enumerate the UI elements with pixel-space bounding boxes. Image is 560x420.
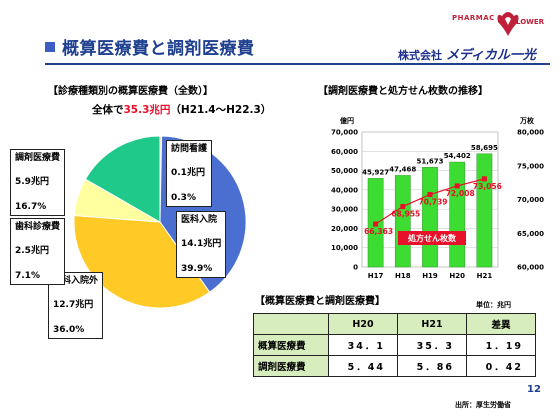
line-legend-box — [398, 231, 466, 245]
x-tick-label: H18 — [395, 272, 411, 280]
line-point — [454, 183, 460, 189]
y-tick-label: 40,000 — [331, 186, 358, 194]
line-value-label: 72,008 — [446, 189, 475, 198]
x-tick-label: H17 — [368, 272, 384, 280]
y2-tick-label: 60,000 — [517, 264, 544, 272]
page-number: 12 — [527, 384, 541, 395]
line-point — [427, 192, 433, 198]
x-tick-label: H20 — [449, 272, 465, 280]
company-prefix: 株式会社 — [398, 49, 442, 62]
pie-label-home-nursing: 訪問看護 0.1兆円 0.3% — [166, 140, 213, 207]
column-header: 差異 — [466, 313, 536, 335]
table-heading: 【概算医療費と調剤医療費】 — [255, 296, 385, 307]
line-value-label: 68,955 — [391, 210, 420, 219]
brand-suffix: LOWER — [516, 18, 545, 26]
y-tick-label: 0 — [353, 264, 358, 272]
pie-slice — [84, 135, 161, 223]
column-header: H20 — [328, 313, 398, 335]
table-row: 調剤医療費 5．44 5．86 0．42 — [253, 355, 536, 377]
line-value-label: 73,056 — [473, 182, 502, 191]
line-legend-label: 処方せん枚数 — [407, 233, 457, 243]
row-label: 概算医療費 — [253, 334, 329, 356]
combo-chart: 億円 万枚 0 10,000 20,000 30,000 40,000 50,000 60,00… — [331, 116, 544, 280]
total-period: （H21.4～H22.3） — [170, 104, 272, 116]
y2-tick-label: 80,000 — [517, 129, 544, 137]
line-value-label: 70,739 — [419, 198, 448, 207]
table-row: 概算医療費 34．1 35．3 1．19 — [253, 334, 536, 356]
y-tick-label: 30,000 — [331, 206, 358, 214]
table-cell: 5．44 — [328, 355, 398, 377]
table-corner-cell — [253, 313, 329, 335]
header-rule — [45, 63, 550, 65]
pie-slice — [73, 214, 211, 309]
bar — [476, 153, 493, 268]
table-cell: 5．86 — [397, 355, 467, 377]
brand-logo — [497, 12, 519, 36]
cost-table: H20 H21 差異 概算医療費 34．1 35．3 1．19 調剤医療費 5．… — [253, 313, 536, 377]
company-name: 株式会社 メディカル一光 — [398, 44, 536, 63]
y2-tick-label: 70,000 — [517, 196, 544, 204]
table-cell: 34．1 — [328, 334, 398, 356]
table-header-row: H20 H21 差異 — [253, 313, 536, 335]
bar — [394, 175, 411, 268]
line-point — [373, 221, 379, 227]
pie-label-dispensing: 調剤医療費 5.9兆円 16.7% — [10, 149, 66, 216]
bar-value-label: 54,402 — [444, 152, 471, 160]
table-cell: 35．3 — [397, 334, 467, 356]
table-cell: 0．42 — [466, 355, 536, 377]
x-tick-label: H19 — [422, 272, 438, 280]
total-prefix: 全体で — [92, 104, 124, 116]
page-title: 概算医療費と調剤医療費 — [62, 39, 255, 59]
line-value-label: 66,363 — [364, 227, 393, 236]
total-value: 35.3兆円 — [123, 104, 171, 116]
y-tick-label: 20,000 — [331, 225, 358, 233]
title-bullet — [45, 42, 55, 52]
y-tick-label: 70,000 — [331, 129, 358, 137]
row-label: 調剤医療費 — [253, 355, 329, 377]
column-header: H21 — [397, 313, 467, 335]
pie-total: 全体で35.3兆円（H21.4～H22.3） — [92, 102, 271, 117]
company-brand: メディカル一光 — [445, 48, 536, 63]
pie-label-dental: 歯科診療費 2.5兆円 7.1% — [10, 218, 66, 285]
chart-heading: 【調剤医療費と処方せん枚数の推移】 — [318, 86, 488, 97]
pie-heading: 【診療種類別の概算医療費（全数）】 — [48, 86, 213, 97]
left-axis-unit: 億円 — [340, 116, 354, 125]
pie-label-inpatient: 医科入院 14.1兆円 39.9% — [176, 211, 227, 278]
y-tick-label: 50,000 — [331, 167, 358, 175]
bar-value-label: 47,468 — [389, 165, 416, 173]
y2-tick-label: 65,000 — [517, 230, 544, 238]
x-tick-label: H21 — [477, 272, 493, 280]
y2-tick-label: 75,000 — [517, 162, 544, 170]
bar-value-label: 45,927 — [362, 168, 389, 176]
bar-value-label: 58,695 — [471, 144, 498, 152]
y-tick-label: 10,000 — [331, 244, 358, 252]
bar — [422, 167, 438, 268]
unit-note: 単位：兆円 — [476, 301, 511, 309]
source-note: 出所：厚生労働省 — [455, 401, 511, 409]
bar — [449, 161, 466, 268]
y-tick-label: 60,000 — [331, 148, 358, 156]
line-point — [481, 176, 487, 182]
brand-name: PHARMAC — [452, 14, 495, 22]
bar-value-label: 51,673 — [416, 157, 443, 165]
table-cell: 1．19 — [466, 334, 536, 356]
line-point — [400, 204, 406, 210]
right-axis-unit: 万枚 — [519, 116, 535, 125]
